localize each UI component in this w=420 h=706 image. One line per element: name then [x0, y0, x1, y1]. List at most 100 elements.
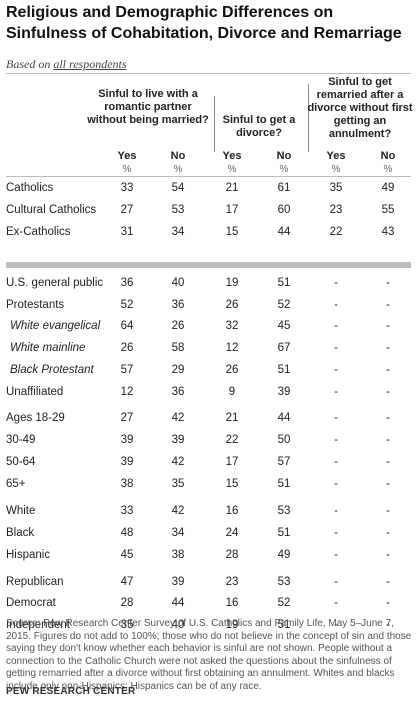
column-group-header: Sinful to live with a romantic partner w…	[87, 88, 209, 126]
table-row: White evangelical 64 26 32 45 - -	[0, 318, 420, 336]
table-cell: 23	[225, 576, 239, 588]
row-label: Black	[6, 527, 35, 539]
table-row: Hispanic 45 38 28 49 - -	[0, 547, 420, 565]
table-cell: 53	[171, 204, 185, 216]
column-group-header: Sinful to get remarried after a divorce …	[307, 76, 413, 140]
row-label: Ex-Catholics	[6, 226, 71, 238]
table-row: Black Protestant 57 29 26 51 - -	[0, 362, 420, 380]
table-cell: 42	[171, 456, 185, 468]
table-cell: 35	[120, 619, 134, 631]
table-cell: 34	[171, 527, 185, 539]
table-cell: 31	[120, 226, 134, 238]
table-cell: -	[386, 364, 390, 376]
table-cell: 47	[120, 576, 134, 588]
row-label: Hispanic	[6, 549, 51, 561]
table-cell: 64	[120, 320, 134, 332]
table-cell: 34	[171, 226, 185, 238]
table-cell: 52	[277, 597, 291, 609]
divider-line	[6, 73, 411, 74]
section-divider	[6, 262, 411, 268]
table-cell: 26	[225, 299, 239, 311]
row-label: White evangelical	[10, 320, 101, 332]
table-row: Cultural Catholics 27 53 17 60 23 55	[0, 202, 420, 220]
column-separator	[308, 84, 309, 152]
table-cell: 16	[225, 597, 239, 609]
table-cell: -	[386, 277, 390, 289]
brand-label: PEW RESEARCH CENTER	[6, 686, 136, 697]
table-cell: 51	[277, 527, 291, 539]
chart-subtitle: Based on all respondents	[6, 57, 127, 72]
table-cell: 27	[120, 412, 134, 424]
table-cell: 40	[171, 277, 185, 289]
table-cell: 12	[120, 386, 134, 398]
subtitle-link[interactable]: all respondents	[53, 57, 127, 71]
row-label: Independent	[6, 619, 70, 631]
table-cell: -	[334, 576, 338, 588]
row-label: 50-64	[6, 456, 36, 468]
table-cell: 15	[225, 226, 239, 238]
table-cell: 51	[277, 364, 291, 376]
table-cell: -	[386, 478, 390, 490]
table-cell: 38	[120, 478, 134, 490]
table-cell: 53	[277, 576, 291, 588]
table-cell: 21	[225, 412, 239, 424]
subcolumn-header: No	[380, 150, 396, 162]
table-row: White 33 42 16 53 - -	[0, 503, 420, 521]
subcolumn-header: No	[170, 150, 186, 162]
table-cell: -	[334, 386, 338, 398]
table-cell: -	[334, 456, 338, 468]
table-cell: -	[386, 386, 390, 398]
unit-label: %	[331, 164, 341, 175]
table-cell: -	[386, 342, 390, 354]
table-row: U.S. general public 36 40 19 51 - -	[0, 275, 420, 293]
table-cell: 44	[277, 226, 291, 238]
source-note: Source: Pew Research Center Survey of U.…	[6, 618, 412, 692]
table-cell: 36	[171, 386, 185, 398]
table-cell: 45	[120, 549, 134, 561]
table-row: Ex-Catholics 31 34 15 44 22 43	[0, 224, 420, 242]
table-cell: -	[386, 412, 390, 424]
table-cell: 43	[381, 226, 395, 238]
table-cell: -	[334, 434, 338, 446]
table-cell: 42	[171, 412, 185, 424]
table-cell: 28	[225, 549, 239, 561]
subtitle-prefix: Based on	[6, 57, 54, 71]
table-cell: -	[334, 299, 338, 311]
subcolumn-header: Yes	[326, 150, 346, 162]
table-cell: 21	[225, 182, 239, 194]
table-cell: 33	[120, 505, 134, 517]
table-cell: 26	[225, 364, 239, 376]
table-row: Black 48 34 24 51 - -	[0, 525, 420, 543]
table-cell: 61	[277, 182, 291, 194]
table-cell: -	[386, 505, 390, 517]
divider-line	[6, 176, 411, 177]
table-cell: 12	[225, 342, 239, 354]
row-label: Unaffiliated	[6, 386, 64, 398]
table-cell: 15	[225, 478, 239, 490]
table-cell: 22	[225, 434, 239, 446]
table-row: 30-49 39 39 22 50 - -	[0, 432, 420, 450]
table-cell: 40	[171, 619, 185, 631]
table-cell: -	[334, 549, 338, 561]
table-cell: -	[386, 619, 390, 631]
table-row: Catholics 33 54 21 61 35 49	[0, 180, 420, 198]
table-cell: 44	[277, 412, 291, 424]
table-cell: -	[386, 576, 390, 588]
table-cell: 16	[225, 505, 239, 517]
table-cell: 27	[120, 204, 134, 216]
table-cell: 19	[225, 277, 239, 289]
table-cell: -	[334, 505, 338, 517]
row-label: White	[6, 505, 36, 517]
table-cell: 44	[171, 597, 185, 609]
row-label: Catholics	[6, 182, 54, 194]
table-cell: 22	[329, 226, 343, 238]
unit-label: %	[383, 164, 393, 175]
unit-label: %	[122, 164, 132, 175]
unit-label: %	[227, 164, 237, 175]
table-cell: 49	[381, 182, 395, 194]
table-cell: 35	[329, 182, 343, 194]
table-cell: -	[334, 342, 338, 354]
table-cell: 39	[171, 434, 185, 446]
table-cell: 51	[277, 277, 291, 289]
table-row: Unaffiliated 12 36 9 39 - -	[0, 384, 420, 402]
